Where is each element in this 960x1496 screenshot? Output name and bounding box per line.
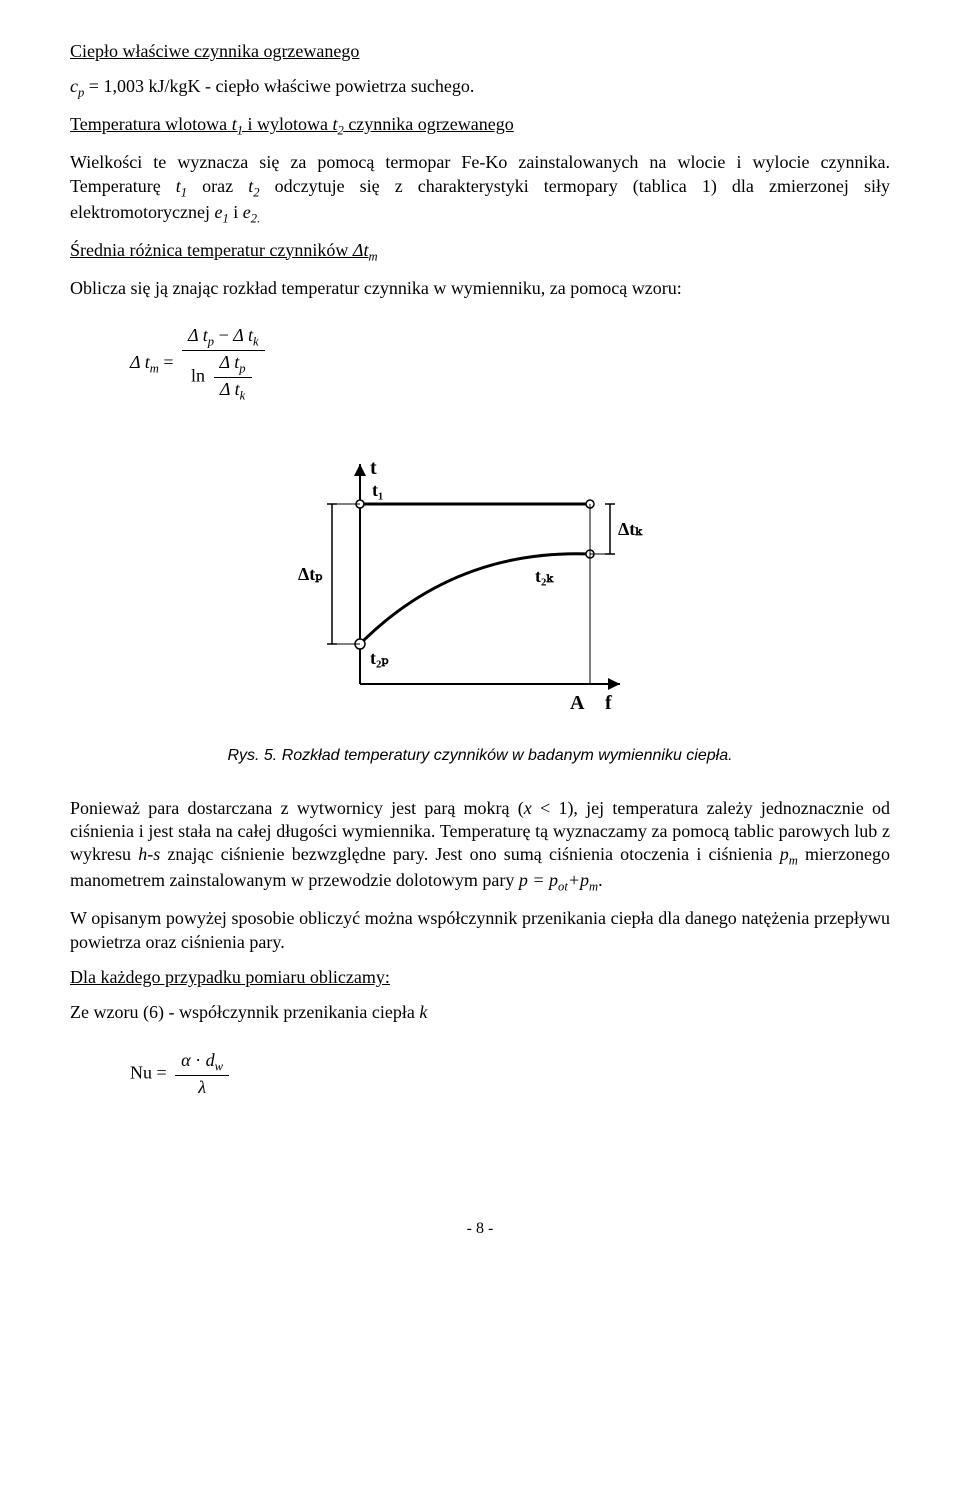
svg-text:f: f bbox=[605, 692, 612, 714]
dtp-sym: Δ t bbox=[188, 325, 208, 345]
pm-sub: m bbox=[789, 854, 798, 868]
peq-end: . bbox=[598, 870, 603, 890]
heading-temp-mid: i wylotowa bbox=[243, 114, 333, 134]
temp-para-mid1: oraz bbox=[187, 176, 248, 196]
dtm-eq: = bbox=[159, 352, 178, 372]
d-sym: d bbox=[206, 1050, 215, 1070]
cp-text: = 1,003 kJ/kgK - ciepło właściwe powietr… bbox=[84, 76, 474, 96]
wet-steam-pre: Ponieważ para dostarczana z wytwornicy j… bbox=[70, 798, 524, 818]
svg-text:Δtₖ: Δtₖ bbox=[618, 519, 643, 539]
heading-each-case: Dla każdego przypadku pomiaru obliczamy: bbox=[70, 966, 890, 989]
dtm-inner-frac: Δ tp Δ tk bbox=[214, 351, 252, 404]
mean-dt-para: Oblicza się ją znając rozkład temperatur… bbox=[70, 277, 890, 300]
wet-steam-para: Ponieważ para dostarczana z wytwornicy j… bbox=[70, 797, 890, 896]
e2-sym: e bbox=[243, 202, 251, 222]
nu-eq: = bbox=[152, 1062, 171, 1082]
inner-num-sub: p bbox=[239, 361, 245, 375]
nu-label: Nu bbox=[130, 1062, 152, 1082]
summary-para: W opisanym powyżej sposobie obliczyć moż… bbox=[70, 907, 890, 954]
dtm-outer-frac: Δ tp − Δ tk ln Δ tp Δ tk bbox=[182, 324, 265, 404]
inner-den-sub: k bbox=[240, 388, 246, 402]
heading-temp-post: czynnika ogrzewanego bbox=[344, 114, 514, 134]
dtm-sub: m bbox=[368, 249, 377, 263]
x-sym: x bbox=[524, 798, 532, 818]
dtk-sym: Δ t bbox=[233, 325, 253, 345]
svg-text:A: A bbox=[570, 692, 585, 714]
peq-plus: +p bbox=[568, 870, 589, 890]
svg-text:t₁: t₁ bbox=[372, 480, 383, 500]
cp-line: cp = 1,003 kJ/kgK - ciepło właściwe powi… bbox=[70, 75, 890, 101]
dtk-sub: k bbox=[253, 335, 259, 349]
peq-sub2: m bbox=[589, 880, 598, 894]
figure-caption: Rys. 5. Rozkład temperatury czynników w … bbox=[70, 746, 890, 767]
dtm-lhs-sub: m bbox=[150, 362, 159, 376]
hs-sym: h-s bbox=[138, 844, 160, 864]
heading-temp-pre: Temperatura wlotowa bbox=[70, 114, 232, 134]
inner-den: Δ tk bbox=[214, 378, 252, 404]
svg-text:Δtₚ: Δtₚ bbox=[298, 564, 323, 584]
heading-mean-dt-pre: Średnia różnica temperatur czynników bbox=[70, 240, 353, 260]
inner-num: Δ tp bbox=[214, 351, 252, 378]
dtm-numerator: Δ tp − Δ tk bbox=[182, 324, 265, 351]
peq-lhs: p = p bbox=[519, 870, 558, 890]
inner-num-sym: Δ t bbox=[220, 352, 240, 372]
temp-paragraph: Wielkości te wyznacza się za pomocą term… bbox=[70, 151, 890, 226]
heading-specific-heat: Ciepło właściwe czynnika ogrzewanego bbox=[70, 40, 890, 63]
formula-nusselt: Nu = α · dw λ bbox=[130, 1049, 890, 1099]
cp-symbol: c bbox=[70, 76, 78, 96]
formula-dtm: Δ tm = Δ tp − Δ tk ln Δ tp Δ tk bbox=[130, 324, 890, 404]
eq6-line: Ze wzoru (6) - współczynnik przenikania … bbox=[70, 1001, 890, 1024]
nu-frac: α · dw λ bbox=[175, 1049, 229, 1099]
ln-label: ln bbox=[191, 365, 205, 385]
pm-sym: p bbox=[780, 844, 789, 864]
svg-text:t: t bbox=[370, 457, 377, 479]
e2-sub: 2. bbox=[251, 211, 260, 225]
peq-sub1: ot bbox=[558, 880, 568, 894]
temp-para-mid3: i bbox=[229, 202, 243, 222]
k-sym: k bbox=[419, 1002, 427, 1022]
nu-den: λ bbox=[175, 1076, 229, 1099]
wet-steam-post1: znając ciśnienie bezwzględne pary. Jest … bbox=[160, 844, 780, 864]
svg-text:t₂ₚ: t₂ₚ bbox=[370, 648, 389, 668]
d-sub: w bbox=[215, 1059, 223, 1073]
heading-temperatures: Temperatura wlotowa t1 i wylotowa t2 czy… bbox=[70, 113, 890, 139]
page-number: - 8 - bbox=[70, 1219, 890, 1240]
dtm-minus: − bbox=[214, 325, 233, 345]
eq6-pre: Ze wzoru (6) - współczynnik przenikania … bbox=[70, 1002, 419, 1022]
dtm-lhs: Δ t bbox=[130, 352, 150, 372]
nu-dot: · bbox=[191, 1050, 206, 1070]
heading-mean-dt: Średnia różnica temperatur czynników Δtm bbox=[70, 239, 890, 265]
dtm-denominator: ln Δ tp Δ tk bbox=[182, 351, 265, 404]
svg-text:t₂ₖ: t₂ₖ bbox=[535, 566, 554, 586]
dtm-sym: Δt bbox=[353, 240, 369, 260]
temperature-profile-diagram: t Af t₁ t₂ₚ t₂ₖ Δtₚ Δtₖ bbox=[290, 434, 670, 734]
alpha-sym: α bbox=[181, 1050, 190, 1070]
inner-den-sym: Δ t bbox=[220, 379, 240, 399]
nu-num: α · dw bbox=[175, 1049, 229, 1076]
